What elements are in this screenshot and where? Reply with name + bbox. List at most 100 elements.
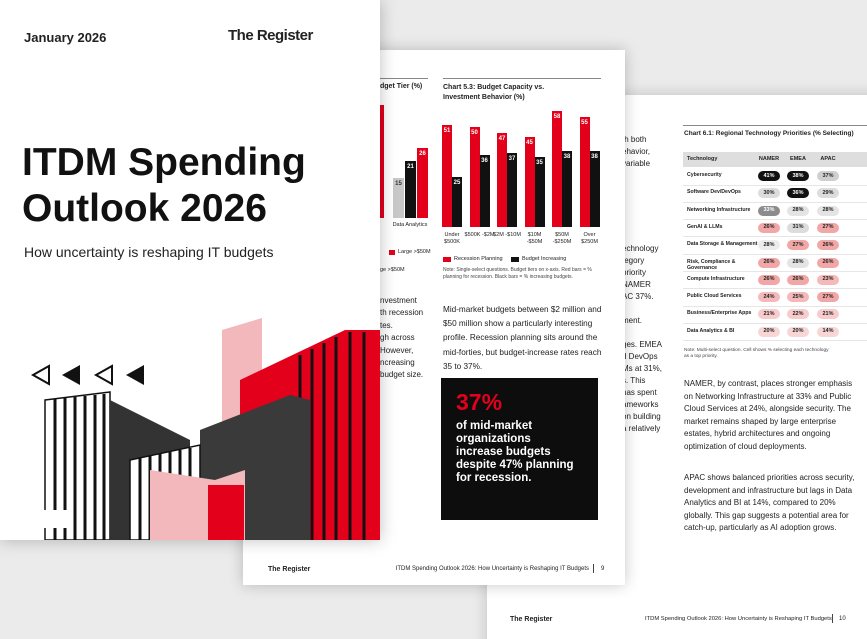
bar <box>579 117 590 227</box>
bar <box>552 111 562 227</box>
date: January 2026 <box>24 30 107 45</box>
text-fragment: AC 37%. <box>622 292 654 301</box>
row-divider <box>683 201 867 203</box>
text-fragment: has spent <box>622 388 657 397</box>
text-fragment: a relatively <box>622 424 661 433</box>
header-row <box>683 152 867 167</box>
value-label: 26 <box>419 150 426 157</box>
row-label: Data Analytics & BI <box>687 327 735 334</box>
table-title: Chart 6.1: Regional Technology Prioritie… <box>684 130 854 137</box>
cell-value: 36% <box>792 189 804 196</box>
cover-title: ITDM Spending Outlook 2026 <box>22 141 306 230</box>
cell-value: 29% <box>822 189 834 196</box>
legend-swatch <box>443 257 451 262</box>
row-divider <box>683 305 867 307</box>
callout-box: 37% of mid-market organizations increase … <box>441 378 598 520</box>
text-fragment: th recession <box>380 308 424 318</box>
category-label: $50M -$250M <box>552 232 572 245</box>
row-label: Software Dev/DevOps <box>687 189 741 196</box>
pill: 20% <box>787 326 809 337</box>
chart-note: Note: Single-select questions. Budget ti… <box>443 267 592 280</box>
cell-value: 20% <box>763 328 775 335</box>
value-label: 37 <box>508 156 516 162</box>
row-label: Networking Infrastructure <box>687 206 751 213</box>
pill: 26% <box>787 274 809 285</box>
pill: 26% <box>817 240 839 251</box>
text-fragment: NAMER <box>622 280 651 289</box>
category-label: $10M -$50M <box>526 232 543 245</box>
row-divider <box>683 184 867 186</box>
cell-value: 23% <box>822 276 834 283</box>
pill: 28% <box>787 257 809 268</box>
value-label: 21 <box>407 164 414 171</box>
text-fragment: echnology <box>622 244 659 253</box>
pill: 41% <box>758 171 780 181</box>
callout-stat: 37% <box>456 389 503 415</box>
bar <box>497 133 507 227</box>
cell-value: 33% <box>763 207 775 214</box>
text-fragment: th both <box>622 135 647 144</box>
bar <box>524 137 535 227</box>
cell-value: 25% <box>792 293 804 300</box>
cell-value: 28% <box>822 207 834 214</box>
text-fragment: ncreasing <box>380 358 415 367</box>
bar <box>405 161 416 218</box>
pill: 26% <box>758 274 780 285</box>
bar <box>452 177 462 227</box>
cell-value: 26% <box>763 276 775 283</box>
value-label: 25 <box>453 180 461 186</box>
pill: 27% <box>817 222 839 233</box>
pill: 27% <box>817 292 839 303</box>
category-label: Data Analytics <box>392 222 428 228</box>
cell-value: 22% <box>792 310 804 317</box>
text-fragment: on building <box>622 412 661 421</box>
legend-swatch <box>511 257 519 262</box>
legend-label: Recession Planning <box>454 256 503 262</box>
pill: 23% <box>817 274 839 285</box>
table-note: Note: Multi-select question. Cell shows … <box>684 348 829 359</box>
cell-value: 26% <box>763 224 775 231</box>
pill: 26% <box>817 257 839 268</box>
pill: 37% <box>817 171 839 181</box>
bar <box>507 153 517 227</box>
text-fragment: ameworks <box>622 400 659 409</box>
value-label: 45 <box>526 140 533 146</box>
pill: 30% <box>758 188 780 199</box>
pill: 20% <box>758 326 780 337</box>
column-header: APAC <box>820 156 836 162</box>
bar <box>442 125 452 227</box>
cell-value: 27% <box>822 293 834 300</box>
value-label: 55 <box>581 120 588 126</box>
cell-value: 37% <box>822 172 834 179</box>
cell-value: 31% <box>792 224 804 231</box>
value-label: 51 <box>443 128 451 134</box>
rule <box>683 125 867 126</box>
legend-swatch <box>389 250 395 255</box>
row-label: Compute Infrastructure <box>687 275 745 282</box>
text-fragment: priority <box>622 268 647 277</box>
bar <box>562 151 572 227</box>
cell-value: 14% <box>822 328 834 335</box>
row-label: Data Storage & Management <box>687 241 758 248</box>
text-fragment: ges. EMEA <box>622 340 663 349</box>
pill: 21% <box>817 309 839 320</box>
rule <box>443 78 601 79</box>
bar <box>469 127 480 227</box>
row-divider <box>683 271 867 272</box>
row-divider <box>683 219 867 221</box>
text-fragment: gh across <box>380 333 415 343</box>
separator <box>832 614 833 623</box>
rule <box>380 78 428 79</box>
partial-note: ge >$50M <box>380 267 405 273</box>
pill: 28% <box>817 205 839 216</box>
text-fragment: tegory <box>622 256 645 265</box>
category-label: $2M -$10M <box>493 232 521 238</box>
pill: 33% <box>758 205 780 216</box>
cell-value: 28% <box>763 241 775 248</box>
cover-page: January 2026 The Register ITDM Spending Ou… <box>0 0 380 540</box>
legend-label: Large >$50M <box>398 249 431 255</box>
value-label: 38 <box>563 154 571 160</box>
bar <box>393 177 404 218</box>
row-divider <box>683 236 867 238</box>
